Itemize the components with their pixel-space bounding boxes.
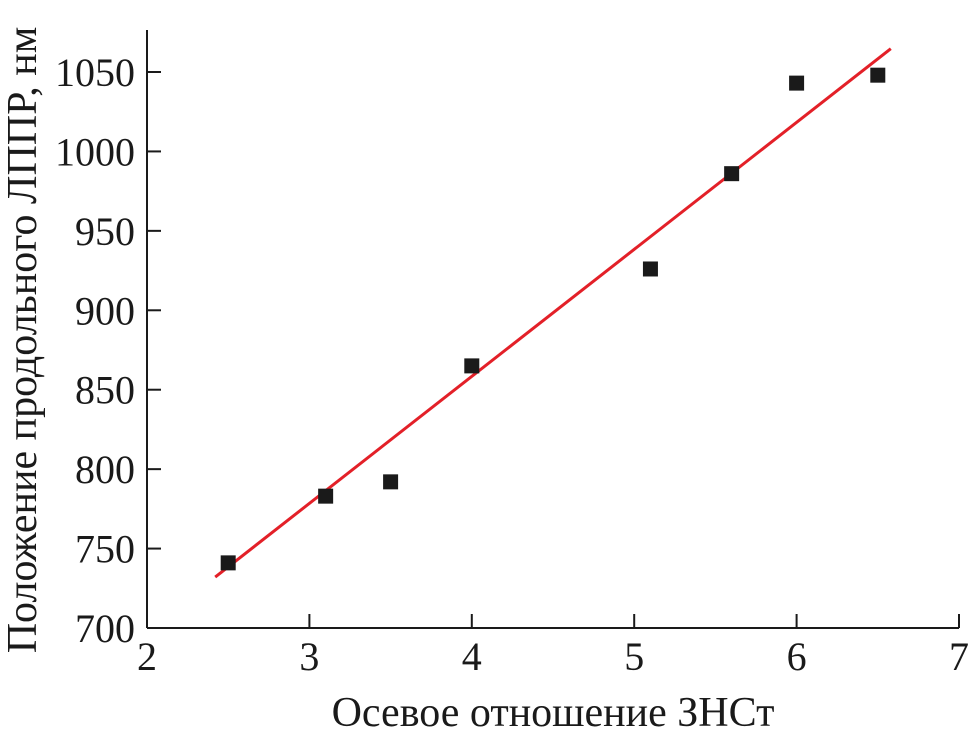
- data-points: [220, 67, 886, 571]
- y-tick-label: 850: [75, 368, 135, 413]
- y-axis-title: Положение продольного ЛППР, нм: [0, 27, 46, 654]
- data-point: [220, 555, 236, 571]
- x-tick-label: 3: [299, 634, 319, 679]
- data-point: [383, 474, 399, 490]
- x-tick-label: 5: [624, 634, 644, 679]
- y-tick-label: 700: [75, 606, 135, 651]
- x-tick-label: 4: [462, 634, 482, 679]
- fit-line: [214, 47, 892, 579]
- y-tick-label: 1050: [55, 50, 135, 95]
- x-tick-label: 6: [787, 634, 807, 679]
- data-point: [318, 488, 334, 504]
- data-point: [642, 261, 658, 277]
- y-tick-label: 1000: [55, 129, 135, 174]
- y-tick-label: 750: [75, 527, 135, 572]
- y-tick-label: 950: [75, 209, 135, 254]
- fit-line-group: [214, 47, 892, 579]
- x-tick-label: 7: [949, 634, 969, 679]
- data-point: [724, 166, 740, 182]
- data-point: [464, 358, 480, 374]
- y-tick-label: 800: [75, 447, 135, 492]
- y-tick-label: 900: [75, 288, 135, 333]
- x-axis-title: Осевое отношение ЗНСт: [332, 690, 775, 736]
- data-point: [789, 75, 805, 91]
- tick-labels: 2 3 4 5 6 7 700 750 800 850 900 950 1000 1050: [55, 50, 969, 679]
- data-point: [870, 67, 886, 83]
- x-tick-label: 2: [137, 634, 157, 679]
- axes: [146, 30, 960, 629]
